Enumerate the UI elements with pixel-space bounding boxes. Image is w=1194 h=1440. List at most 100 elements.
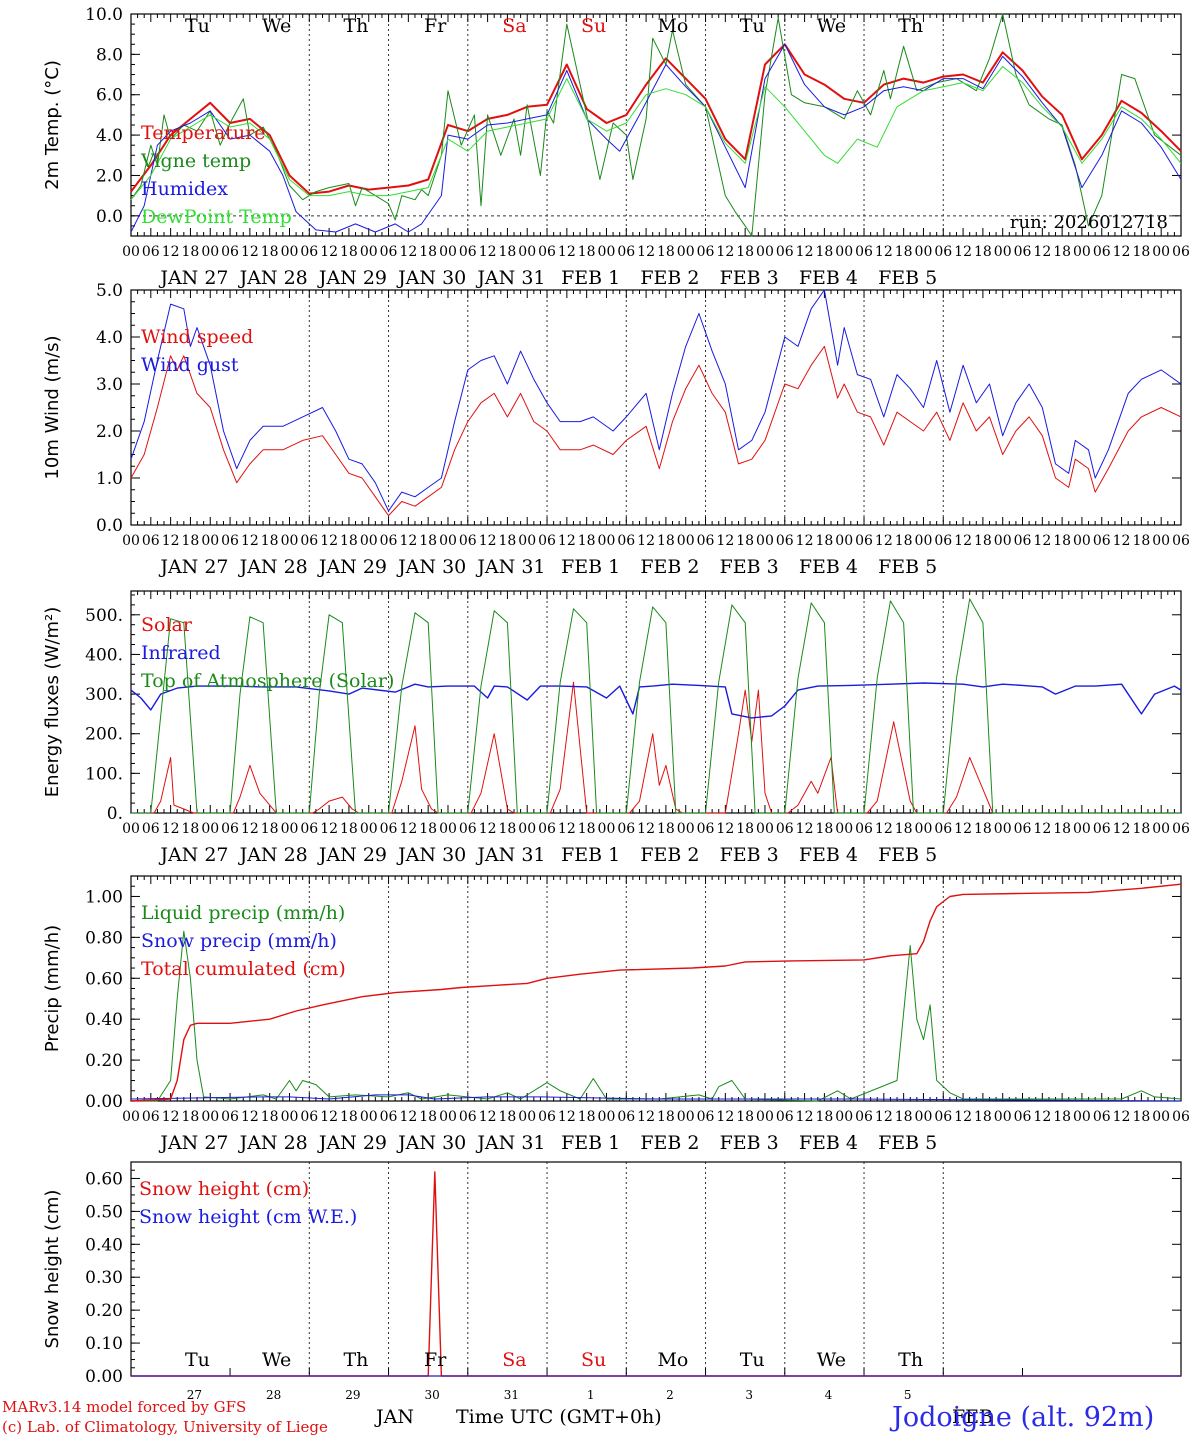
hour-label: 12 [875, 244, 893, 260]
y-tick-label: 4.0 [96, 328, 123, 348]
hour-label: 00 [915, 533, 933, 549]
time-axis-label: Time UTC (GMT+0h) [456, 1406, 662, 1428]
hour-label: 18 [261, 244, 279, 260]
hour-label: 06 [142, 533, 160, 549]
date-label: FEB 5 [878, 844, 937, 866]
day-name-label: Th [898, 15, 923, 37]
hour-label: 00 [598, 821, 616, 837]
y-tick-label: 400. [85, 645, 123, 665]
hour-label: 06 [776, 821, 794, 837]
y-axis-title: Snow height (cm) [42, 1190, 63, 1349]
date-label: JAN 28 [238, 556, 308, 578]
hour-label: 06 [300, 533, 318, 549]
date-label: JAN 30 [396, 844, 466, 866]
hour-label: 00 [518, 1109, 536, 1125]
day-name-label: Tu [185, 1349, 210, 1371]
hour-label: 06 [221, 244, 239, 260]
hour-label: 00 [1073, 533, 1091, 549]
hour-label: 06 [1172, 821, 1190, 837]
hour-label: 06 [1014, 1109, 1032, 1125]
legend-entry: Humidex [141, 178, 228, 200]
snow-date-label: 4 [825, 1388, 833, 1402]
hour-label: 18 [1132, 244, 1150, 260]
series-line-snow-height-cm- [131, 1171, 1181, 1377]
day-name-label: Fr [424, 15, 447, 37]
hour-label: 12 [1033, 244, 1051, 260]
hour-label: 00 [439, 533, 457, 549]
y-tick-label: 500. [85, 606, 123, 626]
plot-frame [130, 590, 1182, 814]
hour-label: 06 [221, 1109, 239, 1125]
hour-label: 06 [617, 244, 635, 260]
day-name-label: Sa [502, 15, 526, 37]
hour-label: 18 [499, 533, 517, 549]
hour-label: 06 [617, 533, 635, 549]
hour-label: 18 [974, 533, 992, 549]
date-label: FEB 3 [720, 556, 779, 578]
hour-label: 00 [994, 244, 1012, 260]
series-line-wind-gust [130, 289, 1182, 512]
hour-label: 06 [697, 533, 715, 549]
hour-label: 06 [855, 244, 873, 260]
y-tick-label: 2.0 [96, 166, 123, 186]
hour-label: 00 [518, 533, 536, 549]
hour-label: 06 [300, 821, 318, 837]
date-label: JAN 31 [475, 1132, 545, 1154]
hour-label: 06 [538, 1109, 556, 1125]
date-label: JAN 30 [396, 556, 466, 578]
date-label: JAN 31 [475, 556, 545, 578]
hour-label: 00 [994, 821, 1012, 837]
hour-label: 06 [459, 1109, 477, 1125]
day-name-label: We [817, 15, 846, 37]
date-label: FEB 3 [720, 267, 779, 289]
hour-label: 12 [954, 1109, 972, 1125]
hour-label: 12 [796, 821, 814, 837]
snow-date-label: 2 [666, 1388, 674, 1402]
hour-label: 12 [1033, 821, 1051, 837]
date-label: JAN 30 [396, 267, 466, 289]
hour-label: 06 [617, 821, 635, 837]
y-tick-label: 0.60 [85, 1169, 123, 1189]
day-name-label: Th [343, 1349, 368, 1371]
hour-label: 12 [558, 1109, 576, 1125]
y-tick-label: 0.10 [85, 1334, 123, 1354]
legend-entry: Infrared [141, 642, 221, 664]
hour-label: 00 [281, 244, 299, 260]
legend-entry: Snow height (cm) [139, 1178, 309, 1200]
hour-label: 00 [439, 821, 457, 837]
hour-label: 12 [716, 1109, 734, 1125]
date-label: FEB 5 [878, 1132, 937, 1154]
hour-label: 12 [1033, 533, 1051, 549]
series-line-infrared [130, 682, 1182, 719]
hour-label: 12 [320, 1109, 338, 1125]
hour-label: 18 [895, 821, 913, 837]
y-tick-label: 0.30 [85, 1268, 123, 1288]
legend-entry: Liquid precip (mm/h) [141, 902, 345, 924]
snow-date-label: 1 [587, 1388, 595, 1402]
y-tick-label: 0.0 [96, 516, 123, 536]
hour-label: 00 [518, 821, 536, 837]
hour-label: 18 [182, 821, 200, 837]
day-name-label: Th [343, 15, 368, 37]
hour-label: 18 [895, 1109, 913, 1125]
hour-label: 18 [499, 1109, 517, 1125]
day-name-label: Su [581, 15, 606, 37]
hour-label: 12 [637, 533, 655, 549]
y-tick-label: 0.60 [85, 969, 123, 989]
hour-label: 06 [459, 821, 477, 837]
hour-label: 00 [756, 821, 774, 837]
hour-label: 00 [518, 244, 536, 260]
hour-label: 12 [479, 1109, 497, 1125]
hour-label: 18 [499, 244, 517, 260]
hour-label: 18 [895, 244, 913, 260]
legend-entry: Temperature [141, 122, 265, 144]
hour-label: 12 [796, 533, 814, 549]
date-label: FEB 4 [799, 1132, 858, 1154]
hour-label: 00 [122, 1109, 140, 1125]
panel-1: 0.0 2.0 4.0 6.0 8.0 10.0 2m Temp. (°C) Temperat… [42, 5, 1190, 289]
hour-label: 00 [677, 1109, 695, 1125]
hour-label: 00 [360, 533, 378, 549]
y-tick-label: 3.0 [96, 375, 123, 395]
hour-label: 18 [815, 1109, 833, 1125]
snow-date-label: 27 [187, 1388, 202, 1402]
